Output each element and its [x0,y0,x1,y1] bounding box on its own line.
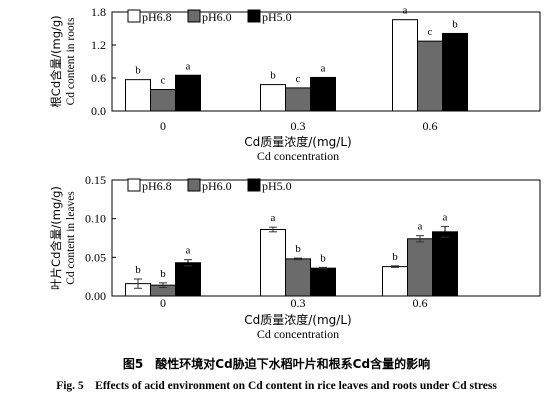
panel-2-bar-pH5.0 [432,231,458,297]
panel-2-bar-pH6.0 [407,238,433,297]
panel-2-y-axis-label-en: Cd content in leaves [65,191,77,285]
panel-2-significance-letter: a [186,245,191,257]
panel-2-bar-pH6.8 [260,228,286,297]
panel-2-x-axis-label: Cd质量浓度/(mg/L) [244,312,351,327]
panel-2-bar-pH5.0 [310,267,336,297]
panel-1-bar-pH6.8 [125,79,151,112]
panel-1-legend-swatch-pH6.0 [187,9,201,23]
panel-2-legend-swatch-pH5.0 [247,178,261,192]
panel-1-significance-letter: b [270,70,276,82]
panel-2-significance-letter: a [271,212,276,224]
panel-1-legend-label: pH6.0 [202,10,232,24]
panel-2-legend-label: pH6.8 [142,179,172,193]
panel-2-significance-letter: b [160,268,166,280]
panel-1-legend-swatch-pH6.8 [127,9,141,23]
panel-2-x-tick-label: 0.3 [291,296,306,310]
panel-2-significance-letter: b [320,252,326,264]
panel-2-significance-letter: a [418,221,423,233]
panel-1-significance-letter: a [186,60,191,72]
panel-1-significance-letter: c [428,26,433,38]
panel-1-y-tick-label: 1.8 [91,5,106,19]
figure-caption-chinese: 图5 酸性环境对Cd胁迫下水稻叶片和根系Cd含量的影响 [122,357,431,371]
panel-2-x-tick-label: 0 [160,296,166,310]
panel-1-bar-pH5.0 [442,32,468,112]
panel-1-legend-label: pH6.8 [142,10,172,24]
panel-2-bar-pH6.0 [285,258,311,297]
panel-2-y-tick-label: 0.10 [85,212,106,226]
panel-2-y-tick-label: 0.15 [85,173,106,187]
panel-1-significance-letter: a [321,62,326,74]
panel-1-bar-pH6.0 [285,87,311,112]
panel-2-bar-pH5.0 [175,262,201,297]
panel-2-significance-letter: b [392,251,398,263]
panel-1-y-tick-label: 0.6 [91,71,106,85]
figure-canvas: 0.0 0.6 1.2 1.8 0 0.3 0.6 b b a c c c a a b pH6.8 pH6.0 pH… [49,5,541,341]
figure-caption-english: Fig. 5 Effects of acid environment on Cd… [56,380,497,392]
panel-1-bar-pH5.0 [175,74,201,112]
panel-2-legend-swatch-pH6.8 [127,178,141,192]
panel-1-significance-letter: b [452,18,458,30]
panel-1-legend-label: pH5.0 [262,10,292,24]
panel-1-significance-letter: b [135,65,141,77]
panel-2-y-axis-label: 叶片Cd含量/(mg/g) [49,186,63,290]
panel-1-y-tick-label: 1.2 [91,38,106,52]
panel-1-bar-pH6.0 [417,40,443,112]
panel-1-bar-pH6.0 [150,89,176,112]
panel-1-y-axis-label: 根Cd含量/(mg/g) [49,15,63,107]
panel-1-significance-letter: a [403,5,408,17]
panel-1-significance-letter: c [296,73,301,85]
panel-1-x-tick-label: 0.6 [423,119,438,133]
panel-1-x-tick-label: 0 [160,119,166,133]
panel-2-x-tick-label: 0.6 [413,296,428,310]
panel-1-legend-swatch-pH5.0 [247,9,261,23]
panel-1-x-axis-label: Cd质量浓度/(mg/L) [244,134,351,149]
panel-2-legend-swatch-pH6.0 [187,178,201,192]
panel-2-significance-letter: b [295,243,301,255]
panel-1-bar-pH6.8 [392,19,418,112]
panel-2-legend-label: pH5.0 [262,179,292,193]
panel-1-bar-pH6.8 [260,84,286,112]
panel-1-y-tick-label: 0.0 [91,104,106,118]
panel-2-y-tick-label: 0.00 [85,289,106,303]
panel-2-significance-letter: a [443,211,448,223]
panel-1-x-tick-label: 0.3 [291,119,306,133]
panel-2-legend-label: pH6.0 [202,179,232,193]
panel-2-bar-pH6.8 [382,266,408,297]
panel-2-significance-letter: b [135,264,141,276]
panel-2-x-axis-label-en: Cd concentration [257,327,339,341]
panel-1-significance-letter: c [161,75,166,87]
panel-1-y-axis-label-en: Cd content in roots [65,17,77,105]
panel-1-bar-pH5.0 [310,76,336,112]
panel-2-y-tick-label: 0.05 [85,250,106,264]
panel-1-x-axis-label-en: Cd concentration [257,149,339,163]
